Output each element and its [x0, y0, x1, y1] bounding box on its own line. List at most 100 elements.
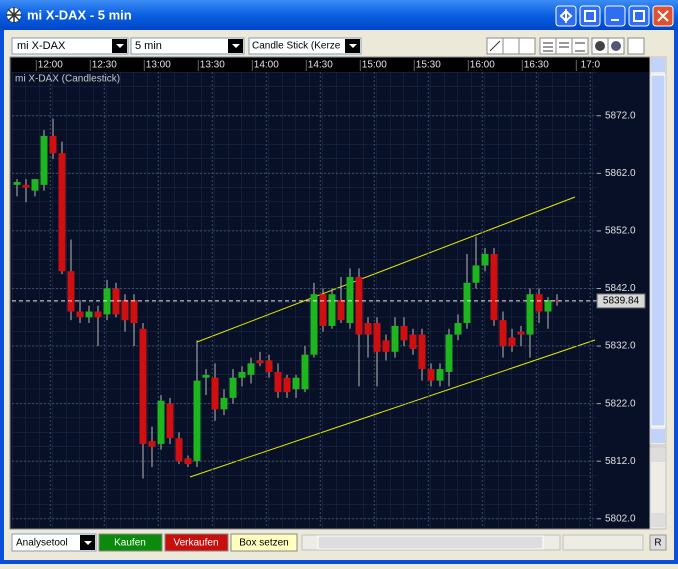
candle-body [238, 371, 246, 378]
candle-body [274, 371, 282, 393]
bottom-bar: Analysetool Kaufen Verkaufen Box setzen … [11, 533, 667, 552]
candle-body [301, 354, 309, 390]
plot [12, 72, 597, 528]
y-tick-label: 5802.0 [605, 513, 636, 524]
candle-body [139, 328, 147, 444]
candle-body [112, 288, 120, 315]
last-price-box [596, 293, 646, 309]
candle-body [535, 294, 543, 312]
style-select[interactable] [248, 37, 362, 55]
minimize-button[interactable] [604, 5, 626, 27]
x-tick-label: 14:30 [308, 60, 333, 71]
candle-body [247, 363, 255, 375]
candle-body [76, 311, 84, 318]
candle-body [292, 377, 300, 390]
x-tick-label: 12:00 [38, 60, 63, 71]
candle-body [391, 325, 399, 352]
candle-body [355, 276, 363, 335]
candle-body [436, 369, 444, 381]
r-button[interactable] [649, 534, 667, 551]
title-buttons[interactable] [555, 5, 674, 27]
chart-style: Candle Stick (Kerze [252, 41, 341, 52]
candle-body [211, 377, 219, 410]
candle-body [256, 360, 264, 364]
candle-body [148, 441, 156, 447]
candle-body [193, 380, 201, 462]
instrument-select[interactable] [11, 37, 129, 55]
candle-body [328, 294, 336, 326]
x-tick-label: 16:30 [524, 60, 549, 71]
x-tick-label: 17:0 [581, 60, 601, 71]
y-tick-label: 5842.0 [605, 283, 636, 294]
buy-button[interactable] [98, 533, 163, 552]
candle-body [40, 135, 48, 185]
candle-body [85, 311, 93, 318]
time-axis [12, 58, 650, 72]
y-tick-label: 5852.0 [605, 226, 636, 237]
candle-body [58, 153, 66, 272]
box-button[interactable] [230, 533, 298, 552]
candle-body [463, 282, 471, 324]
candle-body [130, 300, 138, 324]
y-tick-label: 5862.0 [605, 168, 636, 179]
toolbar: mi X-DAX 5 min Candle Stick (Kerze [11, 37, 645, 55]
candle-body [103, 288, 111, 315]
buy-label: Kaufen [114, 538, 146, 549]
candle-body [175, 438, 183, 462]
candle-body [265, 360, 273, 372]
candle-body [400, 325, 408, 341]
channel-upper [196, 196, 576, 343]
y-tick-label: 5812.0 [605, 456, 636, 467]
x-tick-label: 14:00 [254, 60, 279, 71]
x-tick-label: 15:00 [362, 60, 387, 71]
x-tick-label: 15:30 [416, 60, 441, 71]
candle-body [49, 135, 57, 154]
minor-grid [12, 72, 597, 528]
box-label: Box setzen [239, 538, 288, 549]
candle-body [220, 397, 228, 410]
candle-body [22, 184, 30, 188]
y-tick-label: 5832.0 [605, 341, 636, 352]
candle-body [310, 294, 318, 355]
detach-button[interactable] [579, 5, 601, 27]
candle-body [346, 276, 354, 324]
candle-body [454, 323, 462, 335]
y-tick-label: 5872.0 [605, 110, 636, 121]
candle-body [490, 253, 498, 321]
maximize-button[interactable] [628, 5, 650, 27]
r-label: R [654, 538, 661, 549]
candle-body [445, 334, 453, 372]
candle-body [427, 369, 435, 381]
last-price-label: 5839.84 [603, 296, 640, 307]
candle-body [382, 340, 390, 352]
candle-body [544, 300, 552, 312]
candle-body [94, 311, 102, 318]
candle-body [283, 377, 291, 393]
instrument: mi X-DAX [17, 40, 66, 52]
chart-label: mi X-DAX (Candlestick) [15, 74, 120, 85]
candle-body [517, 331, 525, 335]
window-title: mi X-DAX - 5 min [27, 7, 132, 22]
tool: Analysetool [16, 538, 68, 549]
candle-body [67, 271, 75, 312]
x-tick-label: 12:30 [92, 60, 117, 71]
candle-body [337, 300, 345, 321]
candle-body [364, 323, 372, 335]
tool-icons[interactable] [486, 37, 645, 55]
candle-body [553, 300, 561, 301]
candle-body [184, 458, 192, 465]
zoom-bar[interactable] [562, 534, 644, 551]
candle-body [481, 253, 489, 266]
candle-body [121, 300, 129, 321]
x-tick-label: 13:00 [146, 60, 171, 71]
sell-label: Verkaufen [173, 538, 218, 549]
candle-body [418, 334, 426, 370]
candle-body [229, 377, 237, 398]
interval-select[interactable] [130, 37, 245, 55]
sell-button[interactable] [164, 533, 229, 552]
candle-body [166, 403, 174, 439]
tool-select[interactable] [11, 533, 97, 552]
vertical-scrollbar[interactable] [649, 56, 667, 530]
